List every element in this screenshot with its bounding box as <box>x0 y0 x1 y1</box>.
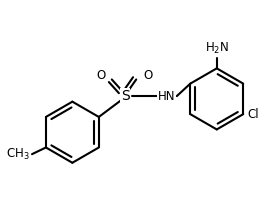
Text: Cl: Cl <box>248 108 259 121</box>
Text: HN: HN <box>158 90 176 103</box>
Text: O: O <box>143 68 152 81</box>
Text: CH$_3$: CH$_3$ <box>5 147 29 162</box>
Text: O: O <box>96 68 105 81</box>
Text: S: S <box>121 89 129 103</box>
Text: H$_2$N: H$_2$N <box>205 41 229 56</box>
